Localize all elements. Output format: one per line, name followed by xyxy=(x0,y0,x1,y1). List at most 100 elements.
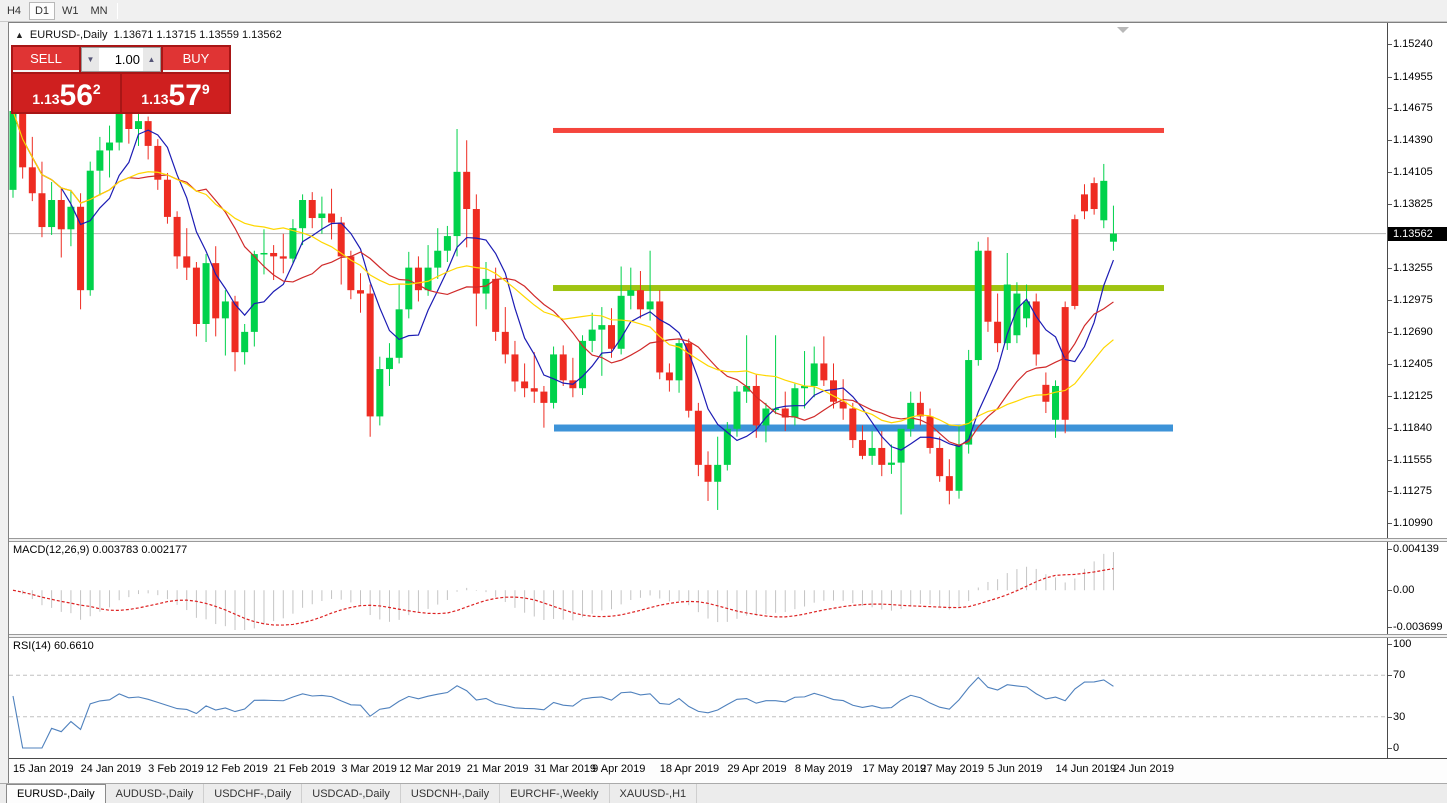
candle-body xyxy=(395,309,403,358)
candle-body xyxy=(1013,293,1021,336)
price-axis-label: 1.12405 xyxy=(1388,357,1433,370)
date-axis-label: 12 Mar 2019 xyxy=(399,763,461,775)
candle-body xyxy=(173,216,181,257)
candle-body xyxy=(607,325,615,349)
candle-body xyxy=(231,301,239,353)
candle-body xyxy=(916,402,924,417)
candle-body xyxy=(694,410,702,465)
price-axis-label: 1.12125 xyxy=(1388,389,1433,402)
timeframe-button-w1[interactable]: W1 xyxy=(62,4,79,17)
buy-price-display[interactable]: 1.13 57 9 xyxy=(122,74,229,112)
collapse-triangle-icon[interactable]: ▲ xyxy=(15,30,24,40)
volume-decrease-button[interactable]: ▼ xyxy=(82,48,99,71)
panel-splitter[interactable] xyxy=(9,634,1447,638)
candle-body xyxy=(598,325,606,330)
chart-tab-usdcnh[interactable]: USDCNH-,Daily xyxy=(401,784,501,803)
date-axis-label: 21 Mar 2019 xyxy=(466,763,529,775)
candle-body xyxy=(299,200,307,229)
ma-mid-line xyxy=(12,110,1114,446)
candle-body xyxy=(202,263,210,324)
candle-body xyxy=(820,363,828,381)
candle-body xyxy=(318,213,326,219)
candle-body xyxy=(250,254,258,332)
candle-body xyxy=(405,267,413,310)
candle-body xyxy=(57,200,65,230)
chart-tab-xauusd[interactable]: XAUUSD-,H1 xyxy=(610,784,698,803)
candle-body xyxy=(192,267,200,324)
date-axis-label: 31 Mar 2019 xyxy=(534,763,597,775)
candle-body xyxy=(974,250,982,361)
candle-body xyxy=(434,250,442,268)
candle-body xyxy=(414,267,422,291)
candle-body xyxy=(897,428,905,463)
candle-body xyxy=(260,252,268,255)
resistance-line[interactable] xyxy=(553,127,1164,133)
candle-body xyxy=(279,256,287,259)
candle-body xyxy=(781,408,789,418)
mid-line[interactable] xyxy=(553,285,1164,292)
price-axis-label: 1.11840 xyxy=(1388,421,1432,434)
timeframe-button-mn[interactable]: MN xyxy=(90,4,108,17)
date-axis-label: 27 May 2019 xyxy=(920,763,984,775)
sell-button[interactable]: SELL xyxy=(13,47,79,72)
support-line[interactable] xyxy=(554,424,1173,432)
price-axis-label: 1.14105 xyxy=(1388,166,1433,179)
timeframe-button-d1[interactable]: D1 xyxy=(29,1,55,20)
volume-increase-button[interactable]: ▲ xyxy=(143,48,160,71)
candle-body xyxy=(134,121,142,129)
candle-body xyxy=(1090,183,1098,210)
panel-splitter[interactable] xyxy=(9,538,1447,542)
candle-body xyxy=(48,200,56,228)
candle-body xyxy=(965,360,973,445)
date-axis-label: 12 Feb 2019 xyxy=(206,763,268,775)
chart-symbol-title: EURUSD-,Daily xyxy=(29,29,108,41)
sell-price-display[interactable]: 1.13 56 2 xyxy=(13,74,120,112)
candle-body xyxy=(463,171,471,210)
macd-axis: 0.004139 0.00 -0.003699 xyxy=(1387,542,1447,634)
candle-body xyxy=(1100,180,1108,221)
candle-body xyxy=(926,416,934,448)
buy-button[interactable]: BUY xyxy=(163,47,229,72)
price-chart-canvas[interactable] xyxy=(9,23,1386,538)
chart-tabs-bar: EURUSD-,Daily AUDUSD-,Daily USDCHF-,Daily U… xyxy=(0,783,1447,803)
one-click-trading-widget: SELL ▼ ▲ BUY 1.13 56 2 1.13 57 9 xyxy=(11,45,231,114)
candle-body xyxy=(1003,284,1011,344)
volume-input[interactable] xyxy=(99,48,143,71)
candle-body xyxy=(1071,219,1079,306)
candle-body xyxy=(994,321,1002,344)
timeframe-button-h4[interactable]: H4 xyxy=(6,4,22,17)
candle-body xyxy=(1032,301,1040,355)
macd-axis-label: -0.003699 xyxy=(1388,621,1443,633)
date-axis-label: 24 Jun 2019 xyxy=(1113,763,1174,775)
scroll-to-end-icon[interactable] xyxy=(1117,27,1129,33)
chart-ohlc-values: 1.13671 1.13715 1.13559 1.13562 xyxy=(113,29,282,41)
candle-body xyxy=(492,278,500,332)
chart-tab-usdcad[interactable]: USDCAD-,Daily xyxy=(302,784,401,803)
candle-body xyxy=(887,462,895,465)
candle-body xyxy=(1080,194,1088,212)
chart-tab-eurusd[interactable]: EURUSD-,Daily xyxy=(6,784,106,803)
chart-tab-usdchf[interactable]: USDCHF-,Daily xyxy=(204,784,303,803)
candle-body xyxy=(559,354,567,381)
rsi-axis: 100 70 30 0 xyxy=(1387,638,1447,758)
candle-body xyxy=(1109,233,1117,242)
date-axis-label: 18 Apr 2019 xyxy=(659,763,720,775)
chart-tab-eurchf[interactable]: EURCHF-,Weekly xyxy=(500,784,610,803)
buy-price-pip: 9 xyxy=(201,81,210,97)
chart-tab-audusd[interactable]: AUDUSD-,Daily xyxy=(106,784,205,803)
rsi-axis-label: 100 xyxy=(1387,638,1412,650)
candle-body xyxy=(839,401,847,409)
candle-body xyxy=(67,206,75,230)
candle-body xyxy=(424,267,432,291)
timeframe-toolbar: H4 D1 W1 MN xyxy=(0,0,1447,22)
rsi-axis-label: 0 xyxy=(1387,742,1400,754)
price-axis-label: 1.13825 xyxy=(1388,197,1433,210)
candle-body xyxy=(830,380,838,402)
candle-body xyxy=(1042,384,1050,402)
candle-body xyxy=(328,213,336,223)
rsi-chart-canvas xyxy=(9,674,1386,749)
candle-body xyxy=(1023,301,1031,319)
candle-body xyxy=(270,252,278,257)
candle-body xyxy=(723,428,731,465)
buy-price-prefix: 1.13 xyxy=(141,91,169,107)
